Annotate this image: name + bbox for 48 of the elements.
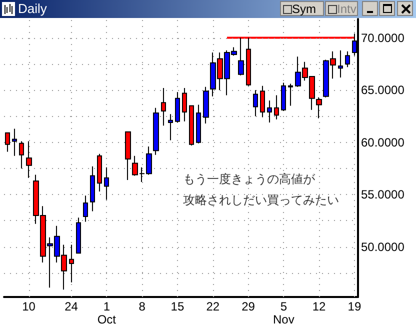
candlestick bbox=[19, 140, 24, 169]
candlestick bbox=[253, 90, 258, 117]
candlestick bbox=[153, 107, 159, 156]
candlestick bbox=[316, 96, 322, 119]
candlestick bbox=[90, 166, 95, 212]
candlestick bbox=[182, 87, 187, 122]
candlestick bbox=[161, 87, 166, 126]
candlestick bbox=[97, 153, 102, 192]
candlestick bbox=[189, 105, 194, 146]
candlestick bbox=[26, 140, 32, 178]
candlestick bbox=[83, 195, 88, 222]
candlestick bbox=[104, 166, 109, 200]
candlestick bbox=[267, 100, 272, 123]
candlestick bbox=[260, 85, 265, 118]
candlestick bbox=[125, 131, 131, 180]
x-tick-label: 5 Nov bbox=[272, 300, 294, 326]
candlestick bbox=[203, 86, 209, 124]
x-tick-label: 24 bbox=[64, 300, 78, 314]
x-tick-label: 8 bbox=[138, 300, 146, 314]
x-tick-label: 19 bbox=[348, 300, 362, 314]
y-tick-label: 55.0000 bbox=[361, 188, 405, 202]
candlestick bbox=[238, 37, 244, 76]
candlestick bbox=[274, 94, 279, 120]
x-tick-label: 1 Oct bbox=[97, 300, 117, 326]
chart-title: Daily bbox=[18, 0, 47, 18]
x-tick-label: 22 bbox=[206, 300, 220, 314]
candlestick bbox=[175, 92, 180, 123]
candlestick bbox=[345, 50, 350, 68]
text: Intv bbox=[337, 2, 356, 16]
text: Sym bbox=[292, 2, 316, 16]
candlestick bbox=[281, 82, 286, 112]
y-tick-label: 70.0000 bbox=[361, 30, 405, 45]
candlestick bbox=[69, 244, 74, 283]
y-tick-label: 65.0000 bbox=[361, 83, 405, 98]
x-tick-label: 15 bbox=[170, 300, 184, 314]
x-tick-label: 29 bbox=[242, 300, 256, 314]
y-tick-label: 50.0000 bbox=[361, 240, 405, 254]
candlestick bbox=[338, 50, 343, 78]
candlestick bbox=[288, 83, 293, 106]
candlestick bbox=[5, 132, 10, 152]
candlestick bbox=[12, 128, 17, 156]
candlestick bbox=[196, 104, 201, 144]
annotation: 攻略されしだい買ってみたい bbox=[183, 193, 339, 207]
x-tick-label: 10 bbox=[22, 300, 36, 314]
candlestick bbox=[168, 114, 173, 141]
x-tick-label: 12 bbox=[312, 300, 326, 314]
y-tick-label: 60.0000 bbox=[361, 135, 405, 150]
candlestick bbox=[76, 217, 81, 254]
